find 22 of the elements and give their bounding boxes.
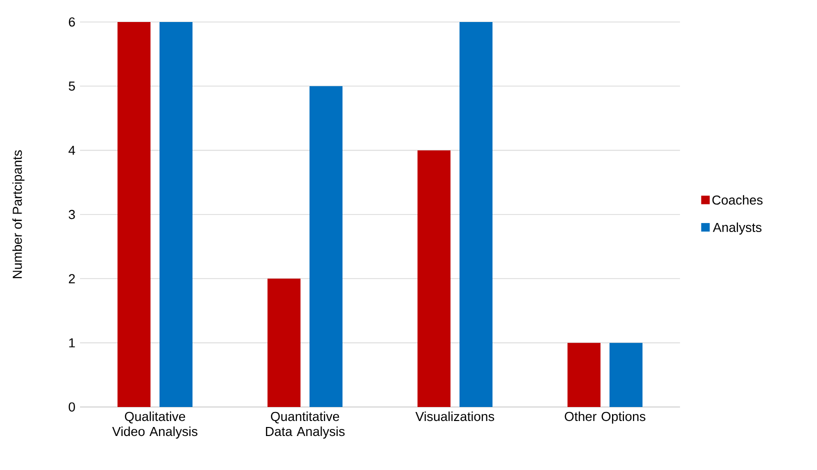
y-tick-label: 0: [68, 402, 75, 412]
bar: [610, 342, 642, 407]
x-tick-label: Visualizations: [415, 412, 494, 422]
bar: [418, 150, 450, 407]
y-axis-title: Number of Partcipants: [12, 150, 24, 278]
bar: [460, 22, 492, 407]
y-tick-label: 4: [68, 146, 76, 155]
x-tick-label: Other Options: [564, 412, 646, 424]
bar: [160, 22, 193, 407]
y-tick-label: 5: [68, 82, 75, 91]
legend-label: Analysts: [712, 222, 762, 235]
bar: [118, 22, 151, 407]
bar: [268, 278, 301, 407]
bar: [310, 86, 343, 407]
y-tick-label: 3: [68, 210, 75, 220]
y-tick-label: 6: [68, 17, 75, 27]
x-tick-label: Quantitative Data Analysis: [266, 412, 345, 439]
bar: [568, 342, 600, 407]
y-tick-label: 2: [68, 274, 75, 284]
x-tick-label: Qualitative Video Analysis: [112, 412, 198, 439]
legend-label: Coaches: [712, 195, 763, 205]
y-tick-label: 1: [69, 338, 75, 348]
